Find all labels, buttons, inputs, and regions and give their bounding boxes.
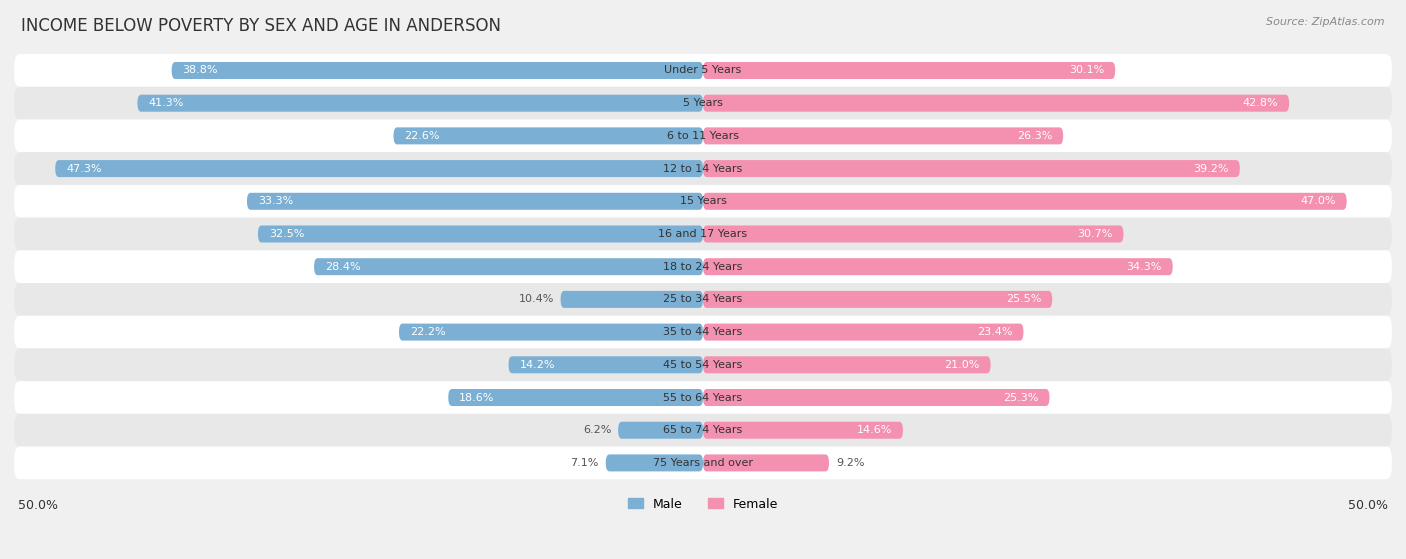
Text: 25.3%: 25.3%: [1002, 392, 1039, 402]
FancyBboxPatch shape: [619, 421, 703, 439]
Text: 75 Years and over: 75 Years and over: [652, 458, 754, 468]
Text: 26.3%: 26.3%: [1017, 131, 1052, 141]
FancyBboxPatch shape: [703, 389, 1049, 406]
Text: 38.8%: 38.8%: [183, 65, 218, 75]
FancyBboxPatch shape: [314, 258, 703, 275]
Text: 47.3%: 47.3%: [66, 164, 101, 174]
FancyBboxPatch shape: [55, 160, 703, 177]
FancyBboxPatch shape: [14, 185, 1392, 217]
Text: 55 to 64 Years: 55 to 64 Years: [664, 392, 742, 402]
FancyBboxPatch shape: [14, 414, 1392, 447]
FancyBboxPatch shape: [703, 258, 1173, 275]
Text: 30.1%: 30.1%: [1069, 65, 1104, 75]
FancyBboxPatch shape: [703, 291, 1052, 308]
Text: 28.4%: 28.4%: [325, 262, 361, 272]
Text: 30.7%: 30.7%: [1077, 229, 1112, 239]
Text: 9.2%: 9.2%: [835, 458, 865, 468]
FancyBboxPatch shape: [703, 421, 903, 439]
FancyBboxPatch shape: [257, 225, 703, 243]
Text: 6.2%: 6.2%: [583, 425, 612, 435]
Text: 23.4%: 23.4%: [977, 327, 1012, 337]
Text: INCOME BELOW POVERTY BY SEX AND AGE IN ANDERSON: INCOME BELOW POVERTY BY SEX AND AGE IN A…: [21, 17, 501, 35]
Text: 50.0%: 50.0%: [18, 499, 58, 512]
Text: Under 5 Years: Under 5 Years: [665, 65, 741, 75]
FancyBboxPatch shape: [449, 389, 703, 406]
Text: 50.0%: 50.0%: [1348, 499, 1388, 512]
Text: 42.8%: 42.8%: [1243, 98, 1278, 108]
Text: Source: ZipAtlas.com: Source: ZipAtlas.com: [1267, 17, 1385, 27]
Text: 10.4%: 10.4%: [519, 295, 554, 305]
Text: 15 Years: 15 Years: [679, 196, 727, 206]
FancyBboxPatch shape: [14, 120, 1392, 152]
FancyBboxPatch shape: [138, 94, 703, 112]
Text: 14.6%: 14.6%: [856, 425, 891, 435]
FancyBboxPatch shape: [703, 94, 1289, 112]
Text: 18 to 24 Years: 18 to 24 Years: [664, 262, 742, 272]
FancyBboxPatch shape: [561, 291, 703, 308]
FancyBboxPatch shape: [703, 356, 991, 373]
Text: 35 to 44 Years: 35 to 44 Years: [664, 327, 742, 337]
Text: 25.5%: 25.5%: [1005, 295, 1042, 305]
Text: 65 to 74 Years: 65 to 74 Years: [664, 425, 742, 435]
Text: 47.0%: 47.0%: [1301, 196, 1336, 206]
FancyBboxPatch shape: [703, 127, 1063, 144]
FancyBboxPatch shape: [14, 217, 1392, 250]
Text: 5 Years: 5 Years: [683, 98, 723, 108]
Text: 41.3%: 41.3%: [149, 98, 184, 108]
Text: 22.2%: 22.2%: [411, 327, 446, 337]
FancyBboxPatch shape: [14, 87, 1392, 120]
FancyBboxPatch shape: [172, 62, 703, 79]
FancyBboxPatch shape: [14, 348, 1392, 381]
FancyBboxPatch shape: [14, 54, 1392, 87]
FancyBboxPatch shape: [399, 324, 703, 340]
Text: 6 to 11 Years: 6 to 11 Years: [666, 131, 740, 141]
FancyBboxPatch shape: [509, 356, 703, 373]
Text: 34.3%: 34.3%: [1126, 262, 1161, 272]
Text: 32.5%: 32.5%: [269, 229, 304, 239]
Text: 45 to 54 Years: 45 to 54 Years: [664, 360, 742, 370]
Text: 14.2%: 14.2%: [519, 360, 555, 370]
Text: 16 and 17 Years: 16 and 17 Years: [658, 229, 748, 239]
Text: 7.1%: 7.1%: [571, 458, 599, 468]
FancyBboxPatch shape: [703, 160, 1240, 177]
Text: 18.6%: 18.6%: [460, 392, 495, 402]
Text: 22.6%: 22.6%: [405, 131, 440, 141]
FancyBboxPatch shape: [703, 324, 1024, 340]
FancyBboxPatch shape: [14, 152, 1392, 185]
FancyBboxPatch shape: [394, 127, 703, 144]
Legend: Male, Female: Male, Female: [623, 492, 783, 515]
FancyBboxPatch shape: [247, 193, 703, 210]
Text: 33.3%: 33.3%: [257, 196, 294, 206]
FancyBboxPatch shape: [14, 283, 1392, 316]
Text: 25 to 34 Years: 25 to 34 Years: [664, 295, 742, 305]
Text: 21.0%: 21.0%: [945, 360, 980, 370]
Text: 39.2%: 39.2%: [1194, 164, 1229, 174]
FancyBboxPatch shape: [14, 381, 1392, 414]
FancyBboxPatch shape: [703, 193, 1347, 210]
FancyBboxPatch shape: [703, 225, 1123, 243]
FancyBboxPatch shape: [606, 454, 703, 471]
FancyBboxPatch shape: [14, 250, 1392, 283]
Text: 12 to 14 Years: 12 to 14 Years: [664, 164, 742, 174]
FancyBboxPatch shape: [703, 62, 1115, 79]
FancyBboxPatch shape: [703, 454, 830, 471]
FancyBboxPatch shape: [14, 447, 1392, 479]
FancyBboxPatch shape: [14, 316, 1392, 348]
